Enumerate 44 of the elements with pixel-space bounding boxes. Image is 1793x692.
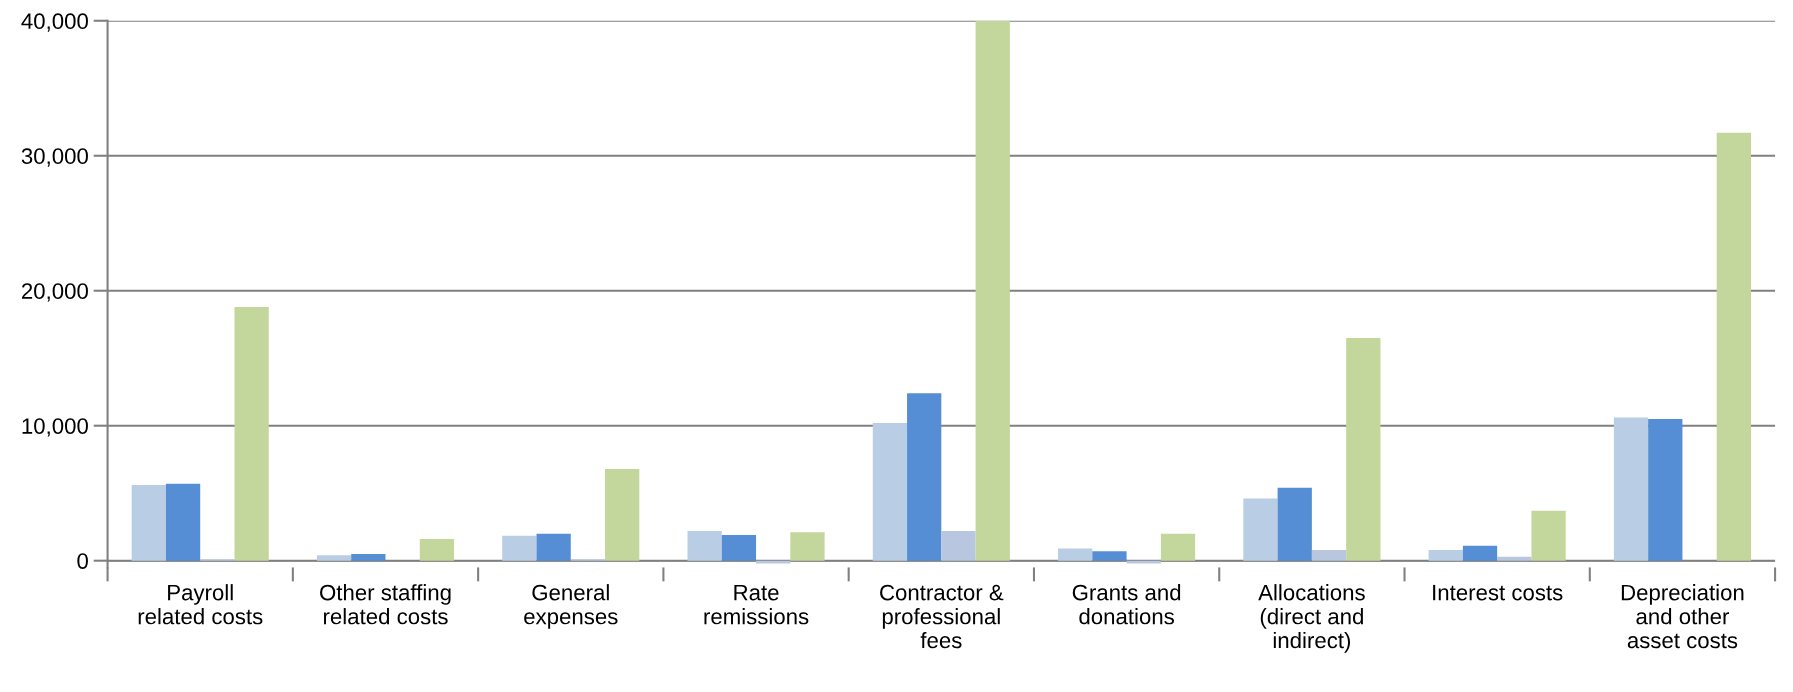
x-tick-label: Grants and donations xyxy=(1072,584,1181,625)
x-tick-label: Interest costs xyxy=(1433,584,1563,601)
bar xyxy=(316,555,352,561)
bar xyxy=(502,535,537,561)
y-tick-label: 30,000 xyxy=(21,148,88,167)
bar xyxy=(1428,549,1463,561)
bar xyxy=(687,530,722,561)
x-tick-label: Depreciation and other asset costs xyxy=(1621,584,1744,649)
bar xyxy=(872,423,908,561)
x-tick-label: General expenses xyxy=(524,584,618,629)
x-tick-label: Payroll related costs xyxy=(138,584,263,625)
bar xyxy=(1462,545,1498,561)
y-tick-label: 20,000 xyxy=(21,283,88,302)
x-tick-label: Allocations (direct and indirect) xyxy=(1258,584,1365,653)
y-tick-label: 0 xyxy=(77,553,88,569)
bar xyxy=(1648,418,1683,561)
bar xyxy=(605,468,640,561)
bar xyxy=(351,553,386,561)
bar xyxy=(1716,132,1751,561)
bar xyxy=(536,533,571,561)
bar xyxy=(1243,498,1278,561)
bar xyxy=(721,535,757,561)
bar xyxy=(1613,417,1649,561)
x-tick-label: Rate remissions xyxy=(704,584,809,625)
bar xyxy=(975,20,1010,561)
bar xyxy=(1277,487,1312,561)
bar xyxy=(1497,556,1532,561)
bar xyxy=(419,539,455,561)
x-tick-label: Contractor & professional fees xyxy=(880,584,1004,649)
x-tick-label: Other staffing related costs xyxy=(320,584,451,625)
bar xyxy=(1531,510,1566,561)
bar xyxy=(790,532,825,561)
bar xyxy=(165,483,201,561)
bar xyxy=(1058,548,1093,561)
bar xyxy=(1311,549,1347,561)
y-tick-label: 10,000 xyxy=(22,418,88,437)
bar xyxy=(131,485,166,561)
bar xyxy=(234,306,269,561)
bar xyxy=(1160,533,1196,561)
bar xyxy=(907,393,942,561)
bar xyxy=(941,530,976,561)
bar xyxy=(1092,551,1127,561)
y-tick-label: 40,000 xyxy=(21,13,88,32)
bar xyxy=(1346,337,1381,561)
